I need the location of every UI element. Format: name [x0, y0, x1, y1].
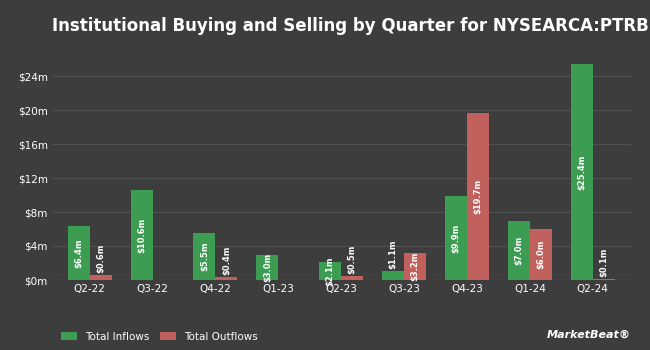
Text: $10.6m: $10.6m — [137, 217, 146, 253]
Text: $25.4m: $25.4m — [577, 154, 586, 190]
Bar — [256, 254, 278, 280]
Text: $0.6m: $0.6m — [96, 244, 105, 273]
Text: $19.7m: $19.7m — [473, 179, 482, 214]
Bar — [216, 276, 237, 280]
Text: $2.1m: $2.1m — [326, 256, 335, 286]
Bar — [382, 271, 404, 280]
Text: $3.0m: $3.0m — [263, 253, 272, 282]
Bar — [530, 229, 552, 280]
Bar — [90, 275, 112, 280]
Bar — [571, 64, 593, 280]
Bar — [445, 196, 467, 280]
Text: $6.0m: $6.0m — [536, 240, 545, 269]
Text: $0.4m: $0.4m — [222, 246, 231, 275]
Bar — [194, 233, 216, 280]
Text: $3.2m: $3.2m — [411, 252, 420, 281]
Bar — [341, 276, 363, 280]
Text: MarketBeat®: MarketBeat® — [547, 329, 630, 340]
Bar — [508, 220, 530, 280]
Text: $0.1m: $0.1m — [599, 248, 608, 278]
Legend: Total Inflows, Total Outflows: Total Inflows, Total Outflows — [57, 328, 262, 346]
Bar — [68, 226, 90, 280]
Text: $6.4m: $6.4m — [74, 238, 83, 267]
Bar — [404, 253, 426, 280]
Text: $5.5m: $5.5m — [200, 242, 209, 271]
Bar — [131, 190, 153, 280]
Bar — [593, 279, 615, 280]
Bar — [467, 113, 489, 280]
Bar — [319, 262, 341, 280]
Text: Institutional Buying and Selling by Quarter for NYSEARCA:PTRB: Institutional Buying and Selling by Quar… — [52, 17, 649, 35]
Text: $7.0m: $7.0m — [514, 236, 523, 265]
Text: $1.1m: $1.1m — [389, 239, 398, 269]
Text: $9.9m: $9.9m — [452, 223, 460, 253]
Text: $0.5m: $0.5m — [348, 245, 357, 274]
